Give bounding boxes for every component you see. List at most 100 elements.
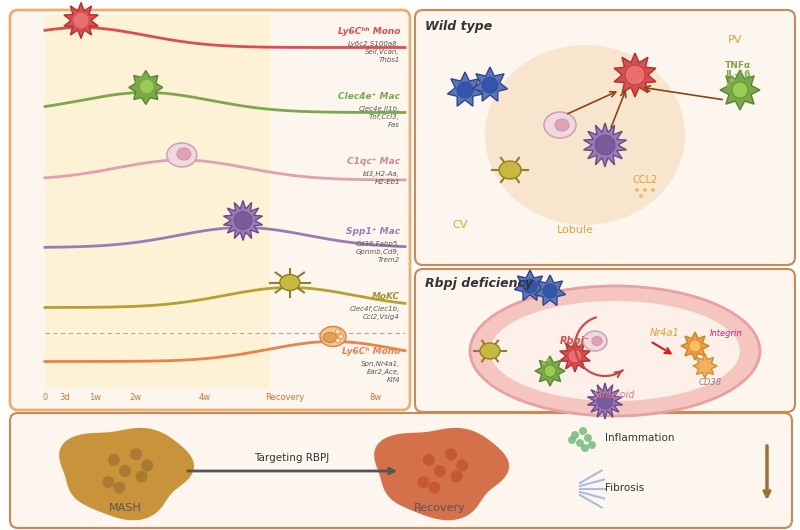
Text: Sinusoid: Sinusoid bbox=[594, 390, 636, 400]
Ellipse shape bbox=[490, 301, 740, 401]
Text: 0: 0 bbox=[42, 393, 48, 402]
Circle shape bbox=[114, 482, 126, 493]
Polygon shape bbox=[64, 3, 98, 39]
Ellipse shape bbox=[499, 161, 521, 179]
Text: 3d: 3d bbox=[60, 393, 70, 402]
Text: Clec4e⁺ Mac: Clec4e⁺ Mac bbox=[338, 92, 400, 101]
Text: Spn,Nr4a1,
Ear2,Ace,
Klf4: Spn,Nr4a1, Ear2,Ace, Klf4 bbox=[361, 361, 400, 383]
Polygon shape bbox=[720, 70, 760, 110]
Text: Integrin: Integrin bbox=[710, 329, 742, 338]
Circle shape bbox=[544, 365, 556, 377]
Polygon shape bbox=[681, 332, 709, 360]
Circle shape bbox=[119, 465, 131, 477]
Circle shape bbox=[639, 194, 643, 198]
Circle shape bbox=[579, 427, 587, 435]
Text: Lobule: Lobule bbox=[557, 225, 594, 235]
Ellipse shape bbox=[555, 119, 569, 131]
Circle shape bbox=[651, 188, 655, 192]
FancyBboxPatch shape bbox=[10, 10, 410, 410]
Circle shape bbox=[542, 361, 546, 365]
Text: C1qc⁺ Mac: C1qc⁺ Mac bbox=[347, 157, 400, 166]
Ellipse shape bbox=[480, 343, 500, 359]
Circle shape bbox=[456, 460, 468, 472]
Text: Clec4f,Clec1b,
Ccl2,Vsig4: Clec4f,Clec1b, Ccl2,Vsig4 bbox=[350, 306, 400, 320]
Circle shape bbox=[429, 482, 441, 493]
Text: 2w: 2w bbox=[129, 393, 141, 402]
Ellipse shape bbox=[177, 148, 191, 160]
Circle shape bbox=[142, 460, 154, 472]
Polygon shape bbox=[129, 70, 163, 104]
Circle shape bbox=[418, 476, 430, 488]
Circle shape bbox=[450, 471, 462, 482]
Circle shape bbox=[635, 188, 639, 192]
Circle shape bbox=[568, 349, 582, 363]
Circle shape bbox=[597, 393, 613, 409]
Ellipse shape bbox=[583, 331, 607, 351]
Text: PV: PV bbox=[728, 35, 742, 45]
Circle shape bbox=[138, 76, 143, 81]
Circle shape bbox=[73, 13, 89, 29]
Circle shape bbox=[588, 441, 596, 449]
Text: Ly6Cʰ Mono: Ly6Cʰ Mono bbox=[342, 347, 400, 356]
Circle shape bbox=[234, 211, 252, 229]
Circle shape bbox=[571, 431, 579, 439]
Circle shape bbox=[457, 82, 473, 98]
Polygon shape bbox=[614, 53, 656, 97]
Text: Targeting RBPJ: Targeting RBPJ bbox=[254, 453, 330, 463]
Polygon shape bbox=[514, 270, 546, 301]
Ellipse shape bbox=[320, 326, 346, 347]
Circle shape bbox=[568, 436, 576, 444]
Text: CV: CV bbox=[452, 220, 468, 230]
Ellipse shape bbox=[592, 337, 602, 346]
Circle shape bbox=[482, 77, 498, 93]
Text: Recovery: Recovery bbox=[266, 393, 305, 402]
Circle shape bbox=[136, 471, 148, 482]
FancyBboxPatch shape bbox=[10, 413, 792, 528]
Polygon shape bbox=[560, 340, 590, 372]
Ellipse shape bbox=[280, 275, 300, 290]
Text: Spp1⁺ Mac: Spp1⁺ Mac bbox=[346, 227, 400, 236]
Circle shape bbox=[335, 329, 341, 334]
Text: MoKC: MoKC bbox=[372, 292, 400, 301]
Text: Clec4e,Il1b,
Tnf,Ccl3,
Fas: Clec4e,Il1b, Tnf,Ccl3, Fas bbox=[358, 106, 400, 128]
Text: Rbpj deficiency: Rbpj deficiency bbox=[425, 277, 533, 290]
FancyBboxPatch shape bbox=[45, 15, 270, 388]
Text: Nr4a1: Nr4a1 bbox=[650, 328, 680, 338]
Circle shape bbox=[335, 338, 341, 343]
Polygon shape bbox=[535, 356, 565, 386]
Circle shape bbox=[108, 454, 120, 466]
Text: 1w: 1w bbox=[89, 393, 101, 402]
Polygon shape bbox=[374, 428, 509, 520]
Polygon shape bbox=[534, 275, 566, 305]
Circle shape bbox=[543, 284, 557, 298]
Circle shape bbox=[584, 434, 592, 442]
Circle shape bbox=[135, 80, 140, 85]
Text: Fibrosis: Fibrosis bbox=[605, 483, 644, 493]
Polygon shape bbox=[587, 383, 622, 419]
Circle shape bbox=[102, 476, 114, 488]
Circle shape bbox=[625, 65, 645, 85]
FancyBboxPatch shape bbox=[415, 269, 795, 412]
Text: CCL2: CCL2 bbox=[632, 175, 658, 185]
Circle shape bbox=[643, 188, 647, 192]
Circle shape bbox=[595, 135, 615, 155]
Ellipse shape bbox=[167, 143, 197, 167]
Text: 4w: 4w bbox=[199, 393, 211, 402]
Polygon shape bbox=[59, 428, 194, 520]
Text: Id3,H2-Aa,
H2-Eb1: Id3,H2-Aa, H2-Eb1 bbox=[363, 171, 400, 185]
Text: 8w: 8w bbox=[369, 393, 381, 402]
Text: IL-1β: IL-1β bbox=[725, 70, 750, 79]
Polygon shape bbox=[447, 72, 482, 106]
Text: Rbpj⁻: Rbpj⁻ bbox=[560, 336, 590, 346]
Ellipse shape bbox=[485, 45, 685, 225]
Ellipse shape bbox=[544, 112, 576, 138]
Circle shape bbox=[338, 334, 343, 339]
Circle shape bbox=[576, 439, 584, 447]
Text: Recovery: Recovery bbox=[414, 503, 466, 513]
Text: Wild type: Wild type bbox=[425, 20, 492, 33]
Circle shape bbox=[434, 465, 446, 477]
Text: Ly6Cʰʰ Mono: Ly6Cʰʰ Mono bbox=[338, 27, 400, 36]
Circle shape bbox=[142, 74, 146, 79]
Circle shape bbox=[730, 78, 734, 82]
Ellipse shape bbox=[323, 332, 337, 342]
